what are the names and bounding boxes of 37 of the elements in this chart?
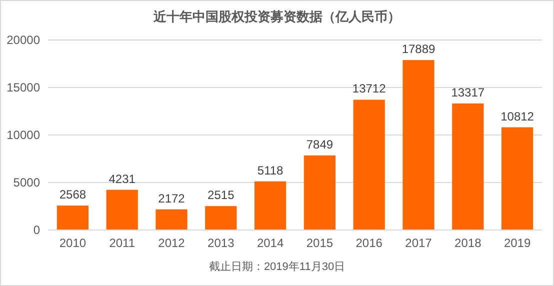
data-label: 4231 — [108, 172, 136, 186]
x-tick-label: 2012 — [158, 236, 186, 250]
bar — [56, 206, 89, 230]
data-label: 13712 — [352, 82, 386, 96]
data-label: 2515 — [208, 188, 235, 202]
data-label: 7849 — [306, 137, 334, 152]
bar — [353, 100, 385, 230]
data-label: 10812 — [500, 109, 534, 124]
x-tick-label: 2019 — [504, 236, 531, 250]
chart-title: 近十年中国股权投资募资数据（亿人民币） — [152, 9, 400, 24]
data-label: 2568 — [59, 188, 86, 202]
x-tick-label: 2011 — [109, 236, 136, 250]
bar — [205, 206, 237, 230]
data-label: 2172 — [158, 191, 186, 206]
bar — [254, 181, 286, 230]
bar — [106, 190, 138, 230]
y-tick-label: 5000 — [13, 176, 40, 190]
data-label: 13317 — [451, 85, 485, 100]
x-tick-label: 2013 — [208, 236, 235, 250]
x-tick-label: 2018 — [454, 236, 482, 250]
data-label: 5118 — [257, 163, 284, 178]
bar — [501, 127, 534, 230]
y-tick-label: 0 — [33, 223, 40, 237]
bar — [452, 103, 484, 230]
x-tick-label: 2017 — [405, 236, 432, 250]
bar — [304, 155, 336, 230]
x-tick-label: 2015 — [306, 236, 334, 250]
bar — [402, 60, 434, 230]
bar — [156, 209, 188, 230]
x-tick-label: 2016 — [356, 236, 383, 250]
y-tick-label: 15000 — [6, 80, 40, 94]
text: 截止日期：2019年11月30日 — [208, 260, 346, 273]
y-tick-label: 10000 — [6, 128, 40, 142]
y-tick-label: 20000 — [6, 33, 40, 47]
x-tick-label: 2014 — [256, 236, 284, 250]
x-tick-label: 2010 — [59, 236, 86, 250]
data-label: 17889 — [402, 42, 436, 56]
